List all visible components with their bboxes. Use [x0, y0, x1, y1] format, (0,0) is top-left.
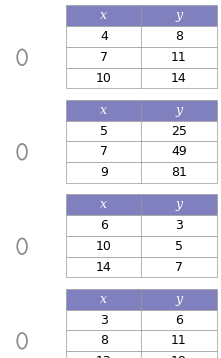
Text: 81: 81	[171, 166, 187, 179]
Bar	[66, 194, 217, 215]
Text: 3: 3	[100, 314, 108, 326]
Text: 10: 10	[96, 240, 112, 253]
Text: y: y	[175, 293, 183, 306]
Bar	[66, 141, 217, 162]
Text: 7: 7	[100, 51, 108, 64]
Text: 6: 6	[100, 219, 108, 232]
Text: 14: 14	[171, 72, 187, 84]
Text: 13: 13	[96, 355, 112, 358]
Text: 8: 8	[175, 30, 183, 43]
Text: 7: 7	[175, 261, 183, 274]
Text: 11: 11	[171, 334, 187, 347]
Text: 5: 5	[175, 240, 183, 253]
Bar	[66, 236, 217, 257]
Bar	[66, 100, 217, 121]
Text: x: x	[100, 293, 107, 306]
Text: 18: 18	[171, 355, 187, 358]
Bar	[66, 289, 217, 310]
Bar	[66, 5, 217, 26]
Bar	[66, 351, 217, 358]
Text: y: y	[175, 198, 183, 211]
Text: 25: 25	[171, 125, 187, 137]
Text: 3: 3	[175, 219, 183, 232]
Text: 8: 8	[100, 334, 108, 347]
Bar	[66, 162, 217, 183]
Bar	[66, 330, 217, 351]
Text: x: x	[100, 104, 107, 117]
Text: x: x	[100, 9, 107, 22]
Text: 4: 4	[100, 30, 108, 43]
Bar	[66, 47, 217, 68]
Text: 10: 10	[96, 72, 112, 84]
Text: y: y	[175, 9, 183, 22]
Text: y: y	[175, 104, 183, 117]
Text: 6: 6	[175, 314, 183, 326]
Text: 7: 7	[100, 145, 108, 158]
Bar	[66, 215, 217, 236]
Bar	[66, 310, 217, 330]
Text: 49: 49	[171, 145, 187, 158]
Text: 5: 5	[100, 125, 108, 137]
Text: 11: 11	[171, 51, 187, 64]
Bar	[66, 26, 217, 47]
Bar	[66, 68, 217, 88]
Bar	[66, 257, 217, 277]
Text: 14: 14	[96, 261, 112, 274]
Text: 9: 9	[100, 166, 108, 179]
Bar	[66, 121, 217, 141]
Text: x: x	[100, 198, 107, 211]
